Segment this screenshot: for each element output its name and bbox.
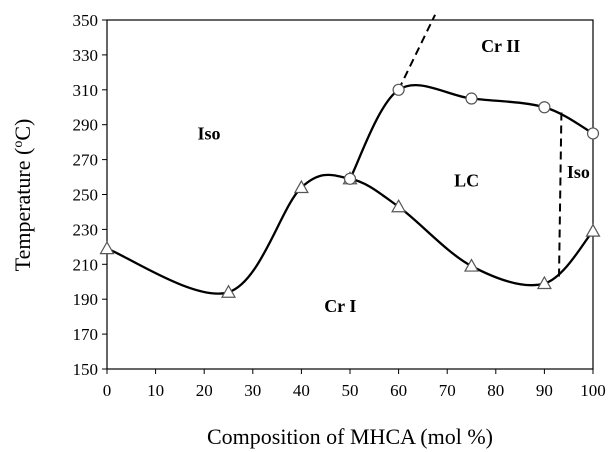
y-tick-label: 170 <box>73 325 99 344</box>
marker-layer <box>99 83 601 298</box>
triangle-point <box>585 223 601 237</box>
region-label: Cr I <box>324 296 356 316</box>
x-tick-label: 90 <box>536 381 553 400</box>
y-tick-label: 270 <box>73 151 99 170</box>
series-line-2 <box>397 14 436 91</box>
x-tick-label: 60 <box>390 381 407 400</box>
x-axis-ticks: 0 10 20 30 40 50 60 70 80 90 100 <box>103 369 606 400</box>
triangle-point <box>220 284 237 298</box>
region-label: Cr II <box>481 36 520 56</box>
region-labels: Iso Cr II LC Iso Cr I <box>198 36 590 316</box>
y-tick-label: 250 <box>73 186 99 205</box>
x-tick-label: 40 <box>293 381 310 400</box>
triangle-point <box>293 179 309 194</box>
triangle-point <box>463 258 480 272</box>
y-tick-label: 150 <box>73 360 99 379</box>
triangle-point <box>391 198 407 213</box>
circle-point <box>343 172 357 185</box>
region-label: Iso <box>567 162 590 182</box>
series-layer <box>106 14 594 295</box>
x-axis-title: Composition of MHCA (mol %) <box>207 424 493 449</box>
x-tick-label: 30 <box>244 381 261 400</box>
x-tick-label: 100 <box>580 381 606 400</box>
x-tick-label: 50 <box>342 381 359 400</box>
triangle-point <box>536 275 552 290</box>
triangle-point <box>99 240 115 255</box>
y-axis-ticks: 150 170 190 210 230 250 270 290 310 330 350 <box>73 11 107 379</box>
circle-point <box>392 83 405 96</box>
x-tick-label: 80 <box>487 381 504 400</box>
y-tick-label: 190 <box>73 290 99 309</box>
y-tick-label: 230 <box>73 220 99 239</box>
x-tick-label: 70 <box>439 381 456 400</box>
series-line-0 <box>106 173 594 295</box>
x-tick-label: 20 <box>196 381 213 400</box>
y-axis-title: Temperature (oC) <box>10 119 35 272</box>
region-label: LC <box>454 171 479 191</box>
y-tick-label: 210 <box>73 255 99 274</box>
x-tick-label: 0 <box>103 381 112 400</box>
x-tick-label: 10 <box>147 381 164 400</box>
circle-point <box>465 92 478 105</box>
y-tick-label: 350 <box>73 11 99 30</box>
region-label: Iso <box>198 123 221 143</box>
circle-point <box>538 101 551 114</box>
y-tick-label: 290 <box>73 116 99 135</box>
series-line-3 <box>557 112 563 279</box>
y-tick-label: 330 <box>73 46 99 65</box>
series-line-1 <box>348 84 594 180</box>
circle-point <box>586 127 600 140</box>
plot-frame <box>106 19 594 370</box>
y-tick-label: 310 <box>73 81 99 100</box>
